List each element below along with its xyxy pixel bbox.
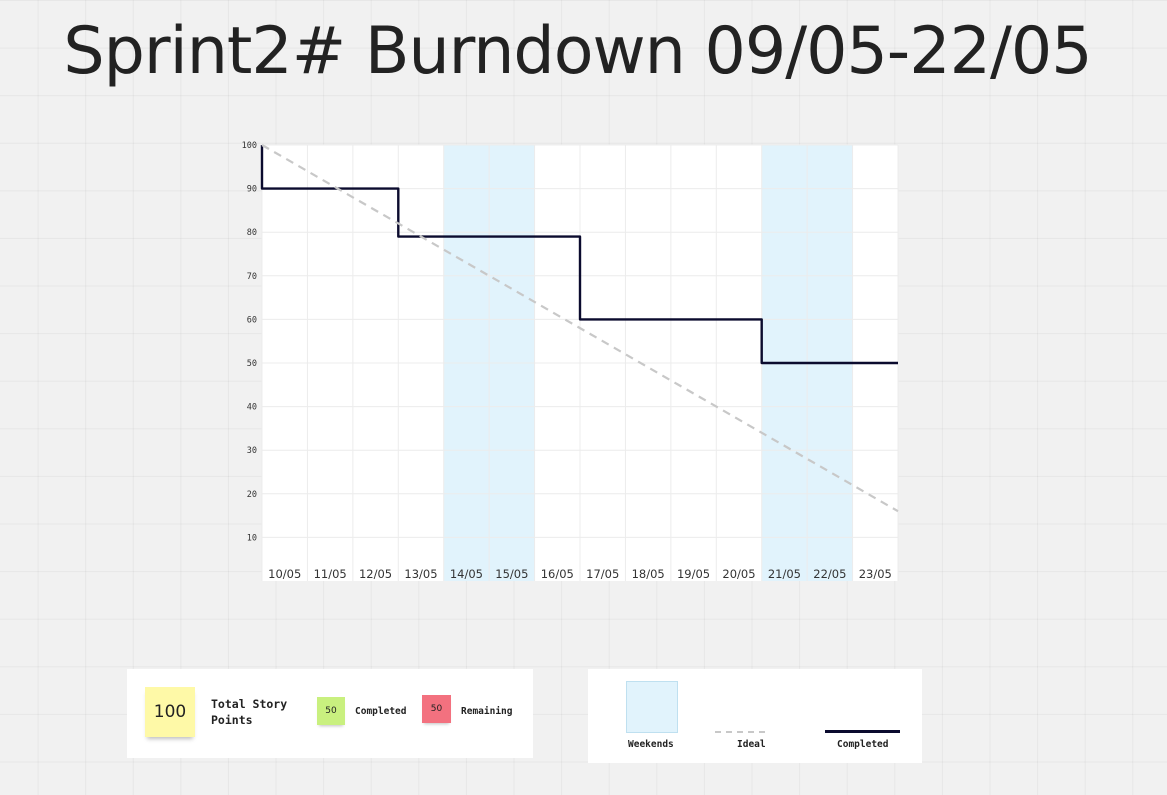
chart-legend: Weekends Ideal Completed [588,669,922,763]
x-tick-label: 19/05 [677,567,710,581]
x-tick-label: 16/05 [541,567,574,581]
completed-points-sticky: 50 [317,697,345,725]
remaining-points-label: Remaining [461,706,513,717]
y-tick-label: 100 [242,141,257,151]
y-tick-label: 60 [247,315,257,325]
y-tick-label: 40 [247,403,257,413]
x-tick-label: 15/05 [495,567,528,581]
series-completed-line [260,145,898,365]
x-tick-label: 14/05 [450,567,483,581]
legend-ideal-label: Ideal [737,739,766,750]
x-tick-label: 12/05 [359,567,392,581]
y-tick-label: 70 [247,272,257,282]
y-tick-label: 50 [247,359,257,369]
ideal-line-swatch [715,731,765,733]
legend-completed-label: Completed [837,739,889,750]
x-tick-label: 13/05 [404,567,437,581]
total-points-sticky: 100 [145,687,195,737]
x-tick-label: 21/05 [768,567,801,581]
total-points-label: Total Story Points [211,697,288,727]
y-tick-label: 20 [247,490,257,500]
y-tick-label: 10 [247,533,257,543]
x-tick-label: 18/05 [632,567,665,581]
series-ideal-line [261,144,899,513]
x-tick-label: 17/05 [586,567,619,581]
x-tick-label: 10/05 [268,567,301,581]
story-points-panel: 100 Total Story Points 50 Completed 50 R… [127,669,533,758]
completed-line-swatch [825,730,900,733]
y-tick-label: 30 [247,446,257,456]
legend-weekends-label: Weekends [628,739,674,750]
y-tick-label: 80 [247,228,257,238]
remaining-points-sticky: 50 [422,695,451,723]
x-tick-label: 11/05 [314,567,347,581]
burndown-chart: 10 20 30 40 50 60 70 80 90 100 10/05 11/05 12/05 13/0… [242,141,899,581]
weekend-swatch [626,681,678,733]
chart-title: Sprint2# Burndown 09/05-22/05 [63,14,1092,89]
x-tick-label: 20/05 [722,567,755,581]
completed-points-label: Completed [355,706,407,717]
y-tick-label: 90 [247,185,257,195]
x-tick-label: 23/05 [859,567,892,581]
x-tick-label: 22/05 [813,567,846,581]
